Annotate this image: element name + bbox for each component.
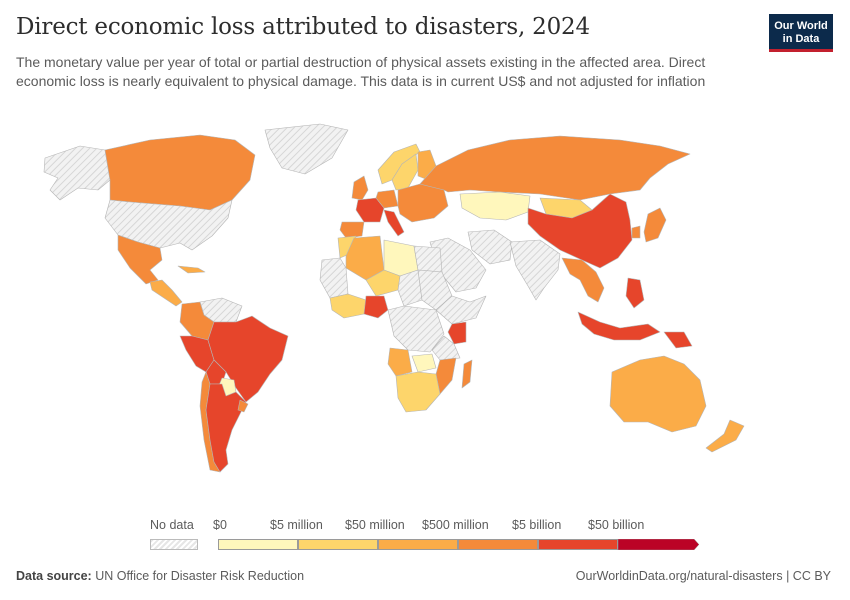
region-germany[interactable] [375,189,399,209]
legend-swatch-1[interactable] [298,539,378,550]
region-sahel-west[interactable] [319,257,349,299]
region-cuba[interactable] [177,265,206,274]
chart-title: Direct economic loss attributed to disas… [16,14,590,40]
region-kenya[interactable] [447,321,467,345]
region-angola[interactable] [387,347,413,377]
region-argentina[interactable] [205,383,247,473]
region-nigeria[interactable] [363,295,389,319]
region-indonesia[interactable] [577,311,661,341]
logo-line-2: in Data [782,33,820,45]
data-source-text: UN Office for Disaster Risk Reduction [95,569,305,583]
region-italy[interactable] [383,209,405,237]
legend-swatch-4[interactable] [538,539,618,550]
region-mozambique[interactable] [435,357,457,395]
region-spain[interactable] [339,221,365,239]
region-eastern-europe[interactable] [397,183,449,223]
region-madagascar[interactable] [461,359,473,389]
legend-no-data-label: No data [150,518,194,532]
region-kazakhstan[interactable] [459,191,531,221]
region-alaska[interactable] [43,145,111,201]
legend-swatch-0[interactable] [218,539,298,550]
data-source-prefix: Data source: [16,569,92,583]
region-new-zealand[interactable] [705,419,745,453]
legend: No data $0 $5 million $50 million $500 m… [0,512,850,557]
owid-logo[interactable]: Our World in Data [769,14,833,52]
legend-bin-label-1: $5 million [270,518,323,532]
region-japan[interactable] [643,207,667,243]
source-link[interactable]: OurWorldinData.org/natural-disasters | C… [575,569,831,583]
region-china[interactable] [527,193,633,269]
region-philippines[interactable] [625,277,645,309]
region-southern-africa[interactable] [395,371,441,413]
region-libya[interactable] [383,239,419,277]
legend-no-data-swatch [150,539,198,550]
region-southeast-asia[interactable] [561,257,605,303]
legend-bin-label-2: $50 million [345,518,405,532]
region-iran[interactable] [467,229,513,265]
legend-bin-label-3: $500 million [422,518,489,532]
legend-bin-label-0: $0 [213,518,227,532]
region-chad[interactable] [397,269,423,307]
region-united-kingdom[interactable] [351,175,369,201]
region-uruguay[interactable] [237,399,249,413]
region-canada[interactable] [104,134,256,211]
logo-line-1: Our World [774,20,828,32]
chart-subtitle: The monetary value per year of total or … [16,54,706,89]
region-west-africa[interactable] [329,293,367,319]
region-dr-congo[interactable] [387,305,445,353]
region-russia[interactable] [419,135,691,201]
region-mexico[interactable] [117,234,163,285]
legend-bin-label-5: $50 billion [588,518,645,532]
region-south-korea[interactable] [631,225,641,239]
legend-bin-label-4: $5 billion [512,518,562,532]
region-australia[interactable] [609,355,707,433]
world-map [43,123,745,473]
region-central-america[interactable] [149,279,183,307]
region-egypt[interactable] [413,245,443,273]
legend-swatch-3[interactable] [458,539,538,550]
region-india[interactable] [509,239,561,301]
region-papua-new-guinea[interactable] [663,331,693,349]
legend-swatch-5[interactable] [618,539,700,550]
region-greenland[interactable] [264,123,349,175]
legend-swatch-2[interactable] [378,539,458,550]
data-source: Data source: UN Office for Disaster Risk… [16,569,304,583]
region-zambia[interactable] [411,353,437,373]
